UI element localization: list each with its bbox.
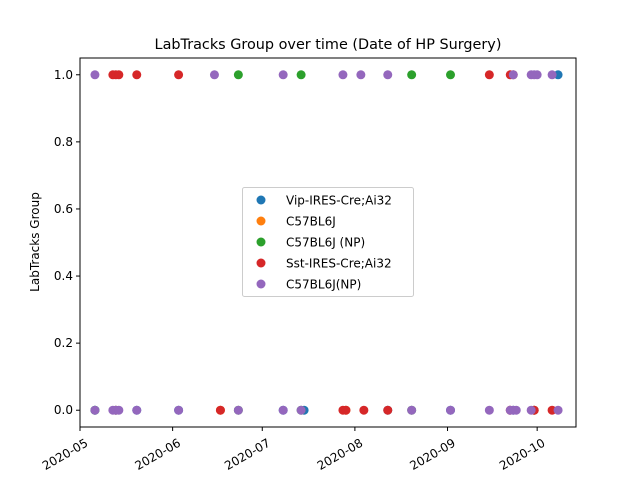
y-axis-label: LabTracks Group — [28, 192, 42, 292]
data-point — [296, 70, 306, 80]
legend-box — [242, 187, 414, 297]
legend-marker — [256, 279, 266, 289]
legend-label: Vip-IRES-Cre;Ai32 — [286, 194, 392, 208]
data-point — [114, 405, 124, 415]
data-point — [407, 405, 417, 415]
data-point — [338, 70, 348, 80]
y-tick-label: 0.8 — [54, 135, 73, 149]
data-point — [547, 70, 557, 80]
data-point — [508, 70, 518, 80]
y-tick-label: 0.6 — [54, 202, 73, 216]
x-axis-ticks: 2020-05 2020-06 2020-07 2020-08 2020-09 2020-… — [40, 427, 547, 473]
data-point — [383, 405, 393, 415]
data-point — [132, 70, 142, 80]
data-point — [209, 70, 219, 80]
data-point — [511, 405, 521, 415]
y-axis-ticks: 0.0 0.2 0.4 0.6 0.8 1.0 — [54, 68, 80, 417]
x-tick-label: 2020-05 — [40, 436, 90, 473]
y-tick-label: 0.2 — [54, 336, 73, 350]
data-point — [90, 405, 100, 415]
legend: Vip-IRES-Cre;Ai32 C57BL6J C57BL6J (NP) Sst-… — [242, 187, 414, 297]
legend-marker — [256, 237, 266, 247]
data-point — [407, 70, 417, 80]
legend-label: C57BL6J (NP) — [286, 236, 365, 250]
data-point — [484, 70, 494, 80]
data-point — [114, 70, 124, 80]
data-point — [278, 405, 288, 415]
legend-label: C57BL6J — [286, 215, 336, 229]
data-point — [526, 405, 536, 415]
legend-marker — [256, 216, 266, 226]
x-tick-label: 2020-09 — [407, 436, 457, 473]
x-tick-label: 2020-07 — [222, 436, 272, 473]
data-point — [278, 70, 288, 80]
legend-label: Sst-IRES-Cre;Ai32 — [286, 257, 392, 271]
x-tick-label: 2020-08 — [315, 436, 365, 473]
legend-label: C57BL6J(NP) — [286, 278, 361, 292]
data-point — [174, 70, 184, 80]
data-point — [446, 405, 456, 415]
x-tick-label: 2020-10 — [497, 436, 547, 473]
data-point — [446, 70, 456, 80]
data-points — [90, 70, 563, 415]
data-point — [90, 70, 100, 80]
chart-title: LabTracks Group over time (Date of HP Su… — [155, 37, 502, 53]
data-point — [359, 405, 369, 415]
data-point — [174, 405, 184, 415]
legend-marker — [256, 195, 266, 205]
data-point — [215, 405, 225, 415]
legend-marker — [256, 258, 266, 268]
data-point — [553, 405, 563, 415]
y-tick-label: 0.4 — [54, 269, 73, 283]
data-point — [233, 405, 243, 415]
y-tick-label: 1.0 — [54, 68, 73, 82]
x-tick-label: 2020-06 — [133, 436, 183, 473]
plot-frame — [79, 57, 577, 428]
data-point — [532, 70, 542, 80]
y-tick-label: 0.0 — [54, 403, 73, 417]
data-point — [356, 70, 366, 80]
data-point — [341, 405, 351, 415]
data-point — [132, 405, 142, 415]
data-point — [233, 70, 243, 80]
data-point — [484, 405, 494, 415]
data-point — [383, 70, 393, 80]
data-point — [296, 405, 306, 415]
